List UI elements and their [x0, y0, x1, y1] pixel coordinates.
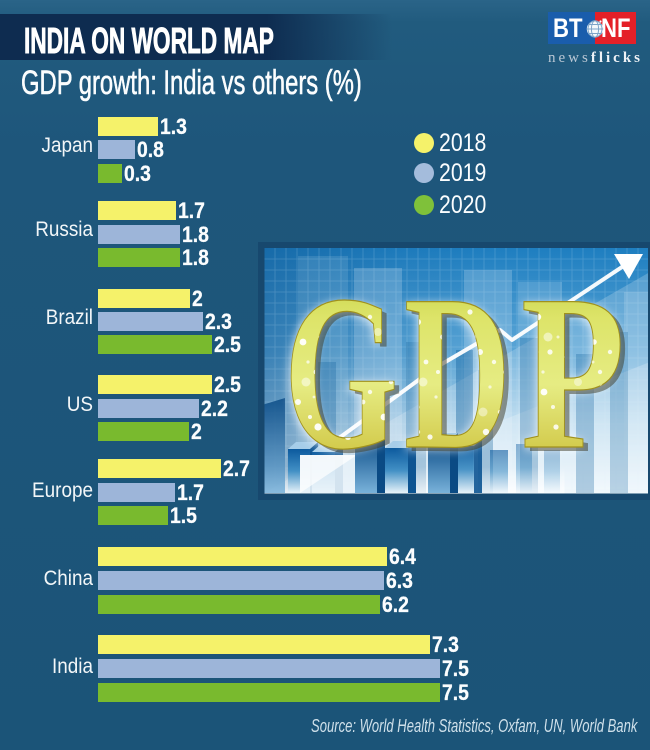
svg-text:D: D: [403, 251, 510, 497]
svg-text:P: P: [520, 251, 624, 497]
svg-text:G: G: [284, 249, 398, 496]
svg-text:D: D: [404, 249, 511, 495]
svg-text:P: P: [521, 249, 625, 495]
svg-text:D: D: [409, 253, 516, 499]
svg-text:G: G: [289, 253, 403, 500]
